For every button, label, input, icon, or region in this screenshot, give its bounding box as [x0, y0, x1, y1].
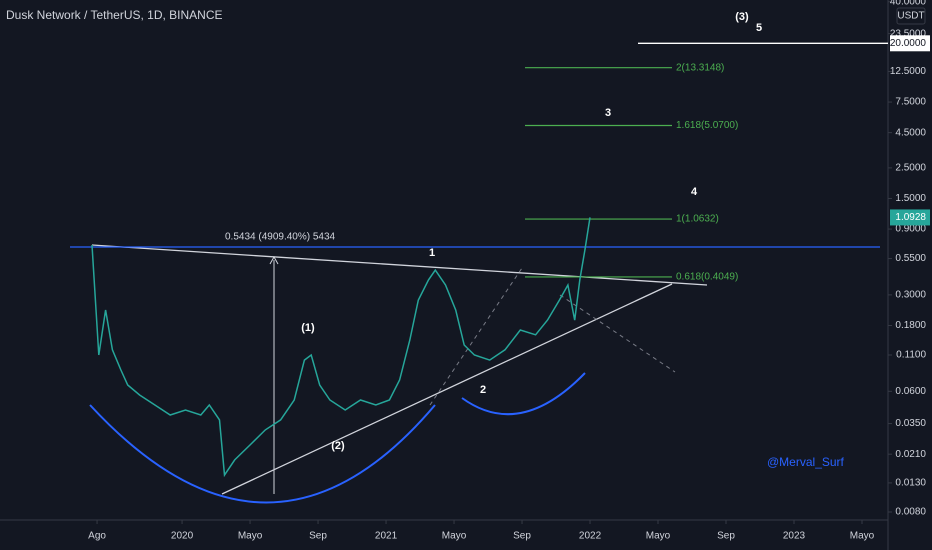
drawings	[89, 244, 708, 504]
last-price-label: 1.0928	[895, 212, 926, 223]
y-tick-label: 4.5000	[895, 127, 926, 138]
x-tick-label: 2022	[579, 531, 602, 542]
x-tick-label: Mayo	[238, 531, 263, 542]
price-line	[91, 217, 591, 478]
y-tick-label: 7.5000	[895, 97, 926, 108]
measure-label: 0.5434 (4909.40%) 5434	[225, 232, 336, 243]
x-tick-label: Sep	[309, 531, 327, 542]
arc	[461, 372, 586, 416]
level-label: 20.0000	[890, 38, 927, 49]
y-tick-label: 0.0210	[895, 449, 926, 460]
last-price-box	[890, 209, 930, 226]
arc	[89, 404, 436, 504]
y-tick-label: 0.0080	[895, 507, 926, 518]
y-tick-label: 0.0600	[895, 386, 926, 397]
y-tick-label: 0.0350	[895, 418, 926, 429]
y-tick-label: 0.9000	[895, 224, 926, 235]
wave-label: (1)	[301, 322, 315, 334]
x-tick-label: Mayo	[850, 531, 875, 542]
fib-label: 1(1.0632)	[676, 214, 719, 225]
x-tick-label: 2020	[171, 531, 194, 542]
currency-box	[896, 7, 926, 25]
dashed-line	[429, 267, 523, 406]
chart-title: Dusk Network / TetherUS, 1D, BINANCE	[6, 8, 223, 22]
x-tick-label: 2021	[375, 531, 398, 542]
y-tick-label: 0.5500	[895, 253, 926, 264]
x-tick-label: 2023	[783, 531, 806, 542]
wave-label: 1	[429, 247, 435, 259]
dashed-line	[559, 294, 676, 373]
fib-label: 2(13.3148)	[676, 62, 724, 73]
watermark: @Merval_Surf	[767, 455, 845, 469]
y-tick-label: 2.5000	[895, 163, 926, 174]
level-label-box	[890, 35, 930, 52]
fib-label: 0.618(0.4049)	[676, 272, 738, 283]
y-tick-label: 0.3000	[895, 290, 926, 301]
y-tick-label: 12.5000	[890, 66, 927, 77]
y-tick-label: 1.5000	[895, 193, 926, 204]
x-tick-label: Sep	[717, 531, 735, 542]
y-tick-label: 0.1800	[895, 320, 926, 331]
measure-arrow	[269, 255, 279, 265]
wave-label: (3)	[735, 11, 749, 23]
trend-line	[91, 244, 708, 286]
y-tick-label: 0.1100	[896, 350, 926, 361]
wave-label: 2	[480, 384, 486, 396]
trend-line	[221, 283, 673, 495]
x-tick-label: Mayo	[442, 531, 467, 542]
currency: USDT	[897, 11, 924, 22]
x-tick-label: Mayo	[646, 531, 671, 542]
x-tick-label: Sep	[513, 531, 531, 542]
y-tick-label: 40.0000	[890, 0, 927, 7]
fib-label: 1.618(5.0700)	[676, 120, 738, 131]
y-tick-label: 23.5000	[890, 28, 927, 39]
x-tick-label: Ago	[88, 531, 106, 542]
wave-label: 3	[605, 107, 611, 119]
y-tick-label: 0.0130	[895, 478, 926, 489]
wave-label: 5	[756, 22, 762, 34]
wave-label: (2)	[331, 440, 345, 452]
wave-label: 4	[691, 186, 698, 198]
